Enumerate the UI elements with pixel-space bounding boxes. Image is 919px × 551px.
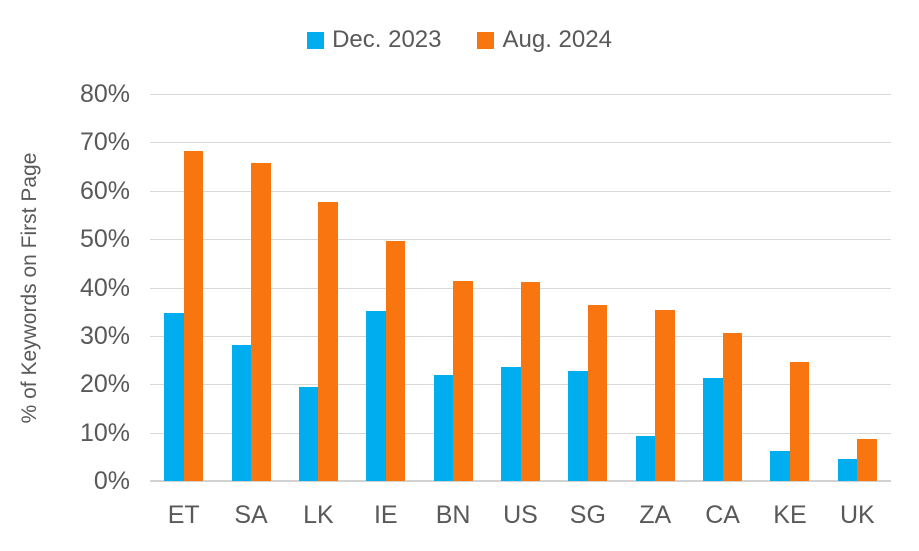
y-tick-label-20pct: 20% <box>79 370 130 399</box>
bar-dec-2023-lk <box>298 387 319 481</box>
legend-item-dec-2023: Dec. 2023 <box>307 28 441 52</box>
legend-label-aug-2024: Aug. 2024 <box>502 26 612 53</box>
bar-aug-2024-sg <box>587 305 608 481</box>
y-tick-label-10pct: 10% <box>79 418 130 447</box>
bar-dec-2023-bn <box>433 375 454 481</box>
y-tick-label-80pct: 80% <box>79 80 130 108</box>
gridline-80 <box>150 94 891 95</box>
bar-aug-2024-ie <box>385 241 406 481</box>
bar-dec-2023-uk <box>837 459 858 481</box>
bar-dec-2023-za <box>635 436 656 481</box>
bar-dec-2023-ke <box>770 451 790 481</box>
x-tick-label-us: US <box>503 501 538 529</box>
bar-dec-2023-sa <box>231 344 252 481</box>
bar-dec-2023-sg <box>568 371 588 481</box>
bar-aug-2024-lk <box>318 201 338 481</box>
x-tick-label-sg: SG <box>569 501 606 529</box>
bar-aug-2024-bn <box>453 280 473 481</box>
plot-area <box>150 94 891 482</box>
y-tick-label-30pct: 30% <box>79 321 130 350</box>
bar-dec-2023-us <box>501 367 521 481</box>
x-tick-label-et: ET <box>167 501 200 529</box>
legend-swatch-aug-2024 <box>477 31 495 49</box>
x-tick-label-ie: IE <box>373 501 398 529</box>
y-tick-label-40pct: 40% <box>79 273 130 302</box>
x-axis-line <box>150 480 891 482</box>
x-tick-label-bn: BN <box>435 501 471 529</box>
x-tick-label-uk: UK <box>839 501 875 529</box>
x-tick-label-sa: SA <box>234 501 268 529</box>
legend-swatch-dec-2023 <box>307 31 325 49</box>
legend-item-aug-2024: Aug. 2024 <box>477 26 612 53</box>
bar-aug-2024-sa <box>251 163 271 481</box>
bar-dec-2023-ie <box>366 310 386 481</box>
bar-dec-2023-ca <box>703 378 723 481</box>
x-tick-label-ca: CA <box>705 501 740 529</box>
x-tick-label-za: ZA <box>639 501 672 529</box>
y-tick-label-50pct: 50% <box>79 225 130 254</box>
bar-aug-2024-ca <box>722 332 743 481</box>
gridline-60 <box>150 190 891 192</box>
legend-label-dec-2023: Dec. 2023 <box>332 26 442 53</box>
y-tick-label-60pct: 60% <box>79 176 130 205</box>
gridline-50 <box>150 239 891 241</box>
chart-legend: Dec. 2023 Aug. 2024 <box>0 28 919 52</box>
y-tick-label-0pct: 0% <box>93 467 130 495</box>
x-tick-label-ke: KE <box>773 501 807 529</box>
gridline-70 <box>150 142 891 144</box>
bar-aug-2024-et <box>183 151 204 481</box>
bar-aug-2024-za <box>655 310 675 481</box>
x-tick-label-lk: LK <box>303 501 334 529</box>
bar-aug-2024-uk <box>857 438 877 481</box>
bar-aug-2024-ke <box>789 361 810 481</box>
y-tick-label-70pct: 70% <box>79 128 130 157</box>
bar-dec-2023-et <box>164 313 184 481</box>
bar-aug-2024-us <box>520 281 540 481</box>
